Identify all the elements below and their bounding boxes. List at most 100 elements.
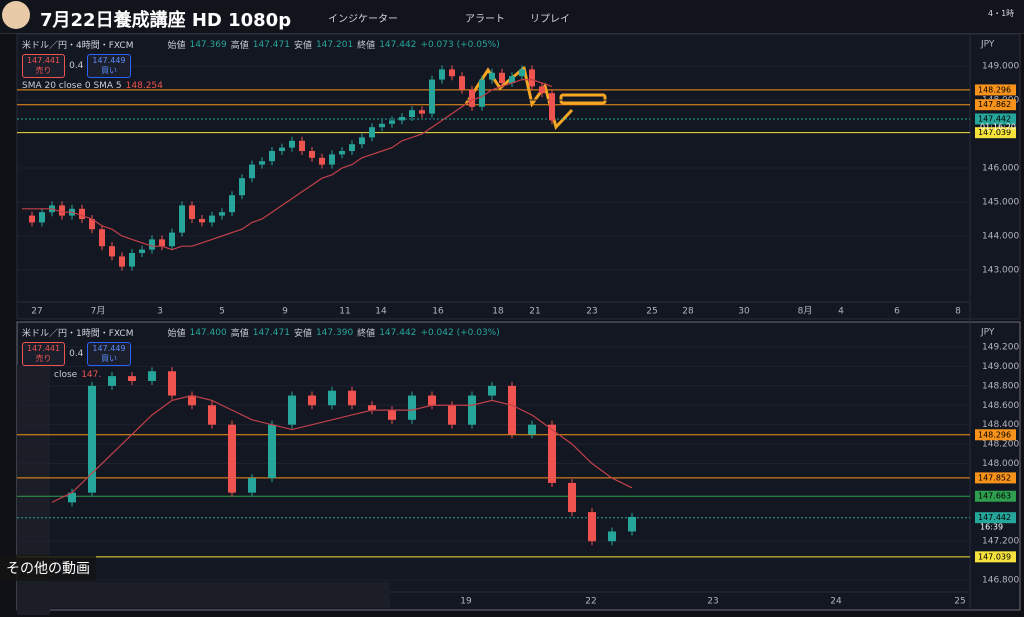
x-tick-label: 21 <box>529 307 540 317</box>
candle <box>208 405 216 425</box>
alert-button[interactable]: アラート <box>465 14 505 25</box>
y-tick-label: 146.800 <box>982 576 1019 586</box>
buy-label: 買い <box>100 66 117 75</box>
ohlc-value: 147.390 <box>315 327 354 338</box>
price-tag-label: 147.442 <box>978 513 1011 522</box>
ohlc-value: 147.369 <box>189 39 227 50</box>
spread: 0.4 <box>69 61 84 71</box>
candle <box>219 212 225 216</box>
x-tick-label: 3 <box>157 307 163 317</box>
price-tag <box>975 99 1016 111</box>
candle <box>349 144 355 151</box>
indicator-name: SMA 20 close 0 SMA 5 <box>22 81 122 91</box>
candle <box>409 110 415 117</box>
x-tick-label: 25 <box>646 307 657 317</box>
candle <box>109 246 115 257</box>
price-tag-label: 148.296 <box>978 85 1011 94</box>
indicator-legend: SMA 20 close 0 SMA 5 148.254 <box>22 81 163 91</box>
candle <box>439 69 445 80</box>
top-legend: 米ドル／円・4時間・FXCM 始値 147.369 高値 147.471 安値 147… <box>22 38 500 52</box>
indicator-legend: close 147. <box>54 370 101 380</box>
candle <box>588 512 596 542</box>
trade-buttons: 147.441 売り 0.4 147.449 買い <box>22 342 131 366</box>
buy-button[interactable]: 147.449 買い <box>87 54 131 78</box>
candle <box>128 376 136 381</box>
candle <box>348 390 356 406</box>
candle <box>299 140 305 151</box>
candle <box>419 110 425 114</box>
candle <box>329 154 335 165</box>
y-tick-label: 148.600 <box>982 401 1019 411</box>
candle <box>508 385 516 435</box>
candle <box>79 208 85 219</box>
candle <box>119 256 125 267</box>
y-tick-label: 144.000 <box>982 232 1019 242</box>
candle <box>199 219 205 223</box>
indicator-value: 148.254 <box>125 81 163 91</box>
candle <box>259 161 265 165</box>
candle <box>269 151 275 162</box>
x-tick-label: 19 <box>460 597 472 607</box>
candle <box>548 424 556 483</box>
corner-info: 4・1時 <box>988 9 1015 18</box>
x-tick-label: 9 <box>282 307 288 317</box>
candle <box>328 390 336 406</box>
y-tick-label: 148.200 <box>982 440 1019 450</box>
candle <box>148 371 156 381</box>
bottom-toolbar <box>50 582 390 608</box>
replay-button[interactable]: リプレイ <box>530 14 570 25</box>
candle <box>489 72 495 80</box>
candle <box>448 405 456 425</box>
candle <box>369 127 375 138</box>
indicators-button[interactable]: インジケーター <box>328 14 398 25</box>
x-tick-label: 28 <box>682 307 694 317</box>
top-pane <box>16 33 1021 320</box>
candle <box>368 405 376 411</box>
candle <box>188 395 196 406</box>
countdown: 16:39 <box>980 523 1003 532</box>
candle <box>209 215 215 223</box>
price-tag <box>975 429 1016 441</box>
candle <box>549 93 555 121</box>
buy-button[interactable]: 147.449 買い <box>87 342 131 366</box>
price-tag <box>975 512 1016 524</box>
price-tag <box>975 490 1016 502</box>
candle <box>488 385 496 396</box>
price-tag <box>975 84 1016 96</box>
y-tick-label: 147.200 <box>982 537 1019 547</box>
price-tag-label: 147.862 <box>978 100 1011 109</box>
sell-label: 売り <box>35 354 52 363</box>
candle <box>479 79 485 107</box>
symbol: 米ドル／円・4時間・FXCM <box>22 41 134 51</box>
change: +0.042 (+0.03%) <box>420 327 500 338</box>
y-tick-label: 148.800 <box>982 381 1019 391</box>
candle <box>268 424 276 479</box>
candle <box>379 123 385 128</box>
candle <box>449 69 455 77</box>
sell-button[interactable]: 147.441 売り <box>22 54 66 78</box>
price-tag-label: 147.039 <box>978 552 1011 561</box>
more-videos[interactable]: その他の動画 <box>0 555 96 581</box>
avatar <box>2 1 30 29</box>
video-title: 7月22日養成講座 HD 1080p <box>40 10 292 31</box>
x-tick-label: 7月 <box>91 306 106 317</box>
candle <box>169 232 175 247</box>
y-tick-label: 146.000 <box>982 164 1019 174</box>
candle <box>189 205 195 219</box>
candle <box>289 140 295 148</box>
sma-line <box>51 394 633 503</box>
candle <box>248 478 256 493</box>
x-tick-label: 18 <box>492 307 504 317</box>
x-tick-label: 11 <box>339 307 350 317</box>
candle <box>309 151 315 158</box>
candle <box>499 72 505 83</box>
candle <box>168 371 176 396</box>
y-tick-label: 148.400 <box>982 420 1019 430</box>
y-tick-label: 145.000 <box>982 198 1019 208</box>
sell-button[interactable]: 147.441 売り <box>22 342 66 366</box>
ohlc-value: 147.400 <box>189 327 227 338</box>
candle <box>308 395 316 406</box>
bottom-legend: 米ドル／円・1時間・FXCM 始値 147.400 高値 147.471 安値 147… <box>22 326 500 340</box>
x-tick-label: 5 <box>219 307 225 317</box>
